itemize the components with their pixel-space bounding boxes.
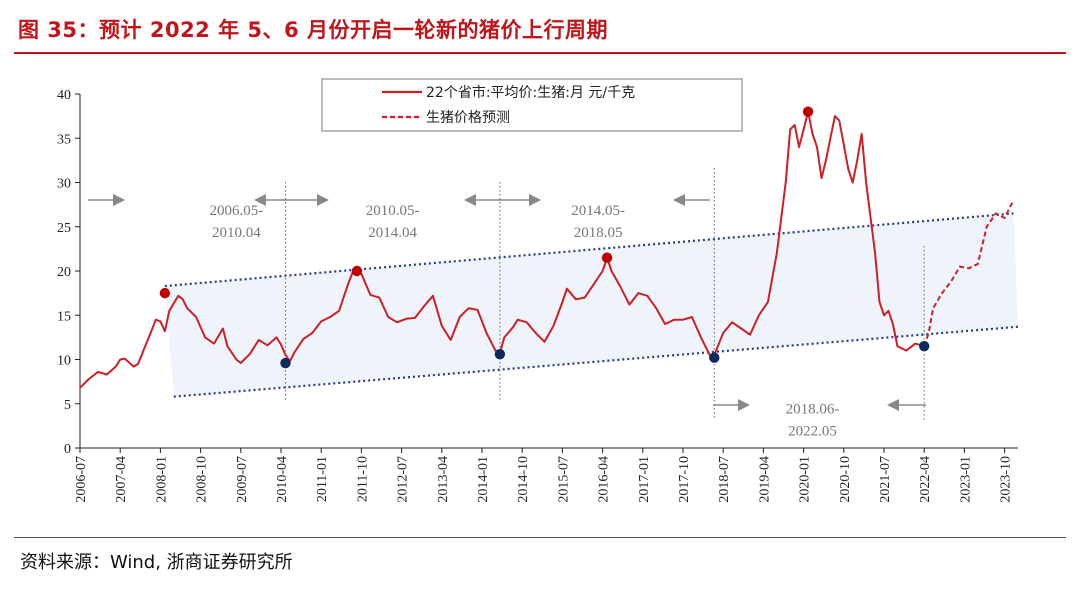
x-tick-label: 2012-07 xyxy=(396,456,411,503)
period-label: 2018.06- xyxy=(786,401,840,417)
trough-point xyxy=(280,357,291,369)
extreme-markers xyxy=(159,106,930,369)
y-tick-label: 0 xyxy=(64,442,71,457)
period-label: 2010.05- xyxy=(366,203,420,219)
period-annotations: 2006.05- 2010.04 2010.05- 2014.04 2014.05- 20… xyxy=(88,194,926,439)
trend-band xyxy=(164,212,1019,398)
trough-point xyxy=(709,352,720,363)
x-tick-label: 2006-07 xyxy=(74,456,89,503)
peak-point xyxy=(159,287,171,299)
legend-box xyxy=(321,78,743,132)
y-tick-label: 40 xyxy=(57,88,71,103)
lower-trend-line xyxy=(173,325,1019,398)
x-tick-label: 2014-01 xyxy=(476,456,491,503)
title-rule xyxy=(14,52,1066,54)
trough-point xyxy=(919,341,930,352)
x-tick-label: 2008-01 xyxy=(154,456,169,503)
axes: 0 5 10 15 20 25 30 35 40 2006-07 2007-04 2008-01 200… xyxy=(57,88,1018,503)
x-tick-label: 2023-10 xyxy=(999,456,1014,503)
cycle-dividers xyxy=(284,168,925,422)
peak-point xyxy=(601,252,613,263)
y-tick-label: 35 xyxy=(57,132,71,147)
source-rule xyxy=(14,537,1066,538)
x-tick-label: 2017-01 xyxy=(637,456,652,503)
x-tick-label: 2010-04 xyxy=(275,456,290,503)
x-tick-label: 2019-04 xyxy=(757,456,772,503)
y-tick-label: 10 xyxy=(57,354,71,369)
x-tick-label: 2008-10 xyxy=(195,456,210,503)
x-tick-label: 2023-01 xyxy=(958,456,973,503)
chart: 0 5 10 15 20 25 30 35 40 2006-07 2007-04 2008-01 200… xyxy=(57,78,1019,503)
x-tick-label: 2022-04 xyxy=(918,456,933,503)
x-tick-label: 2011-01 xyxy=(315,456,330,502)
trough-point xyxy=(494,348,506,360)
x-tick-label: 2013-04 xyxy=(436,456,451,503)
period-label: 2014.05- xyxy=(571,203,625,219)
series-lines xyxy=(79,110,1015,389)
legend-label-forecast: 生猪价格预测 xyxy=(426,110,510,126)
x-tick-label: 2020-01 xyxy=(798,456,813,503)
x-tick-label: 2015-07 xyxy=(556,456,571,503)
period-label: 2010.04 xyxy=(212,225,261,241)
legend: 22个省市:平均价:生猪:月 元/千克 生猪价格预测 xyxy=(321,78,743,132)
x-tick-label: 2009-07 xyxy=(235,456,250,503)
x-tick-label: 2017-10 xyxy=(677,456,692,503)
series-actual-line xyxy=(79,110,925,389)
legend-label-actual: 22个省市:平均价:生猪:月 元/千克 xyxy=(426,84,635,101)
x-tick-label: 2016-04 xyxy=(597,456,612,503)
y-tick-label: 30 xyxy=(57,177,71,192)
y-tick-label: 20 xyxy=(57,265,71,280)
x-tick-label: 2018-07 xyxy=(717,456,732,503)
source-note: 资料来源：Wind, 浙商证券研究所 xyxy=(20,552,293,573)
period-label: 2022.05 xyxy=(788,423,837,439)
y-tick-label: 5 xyxy=(64,398,71,413)
x-tick-label: 2020-10 xyxy=(838,456,853,503)
figure-title: 图 35：预计 2022 年 5、6 月份开启一轮新的猪价上行周期 xyxy=(18,18,608,42)
period-label: 2006.05- xyxy=(209,203,263,219)
trend-band-fill xyxy=(164,213,1018,397)
y-tick-label: 25 xyxy=(57,221,71,236)
period-label: 2018.05 xyxy=(574,225,623,241)
x-tick-label: 2014-10 xyxy=(516,456,531,503)
x-tick-label: 2021-07 xyxy=(878,456,893,503)
peak-point xyxy=(351,265,363,277)
x-tick-label: 2011-10 xyxy=(355,456,370,502)
peak-point xyxy=(802,106,814,117)
y-tick-label: 15 xyxy=(57,309,71,324)
x-tick-label: 2007-04 xyxy=(114,456,129,503)
series-forecast-line xyxy=(923,199,1015,347)
upper-trend-line xyxy=(164,212,1014,288)
period-label: 2014.04 xyxy=(368,225,417,241)
